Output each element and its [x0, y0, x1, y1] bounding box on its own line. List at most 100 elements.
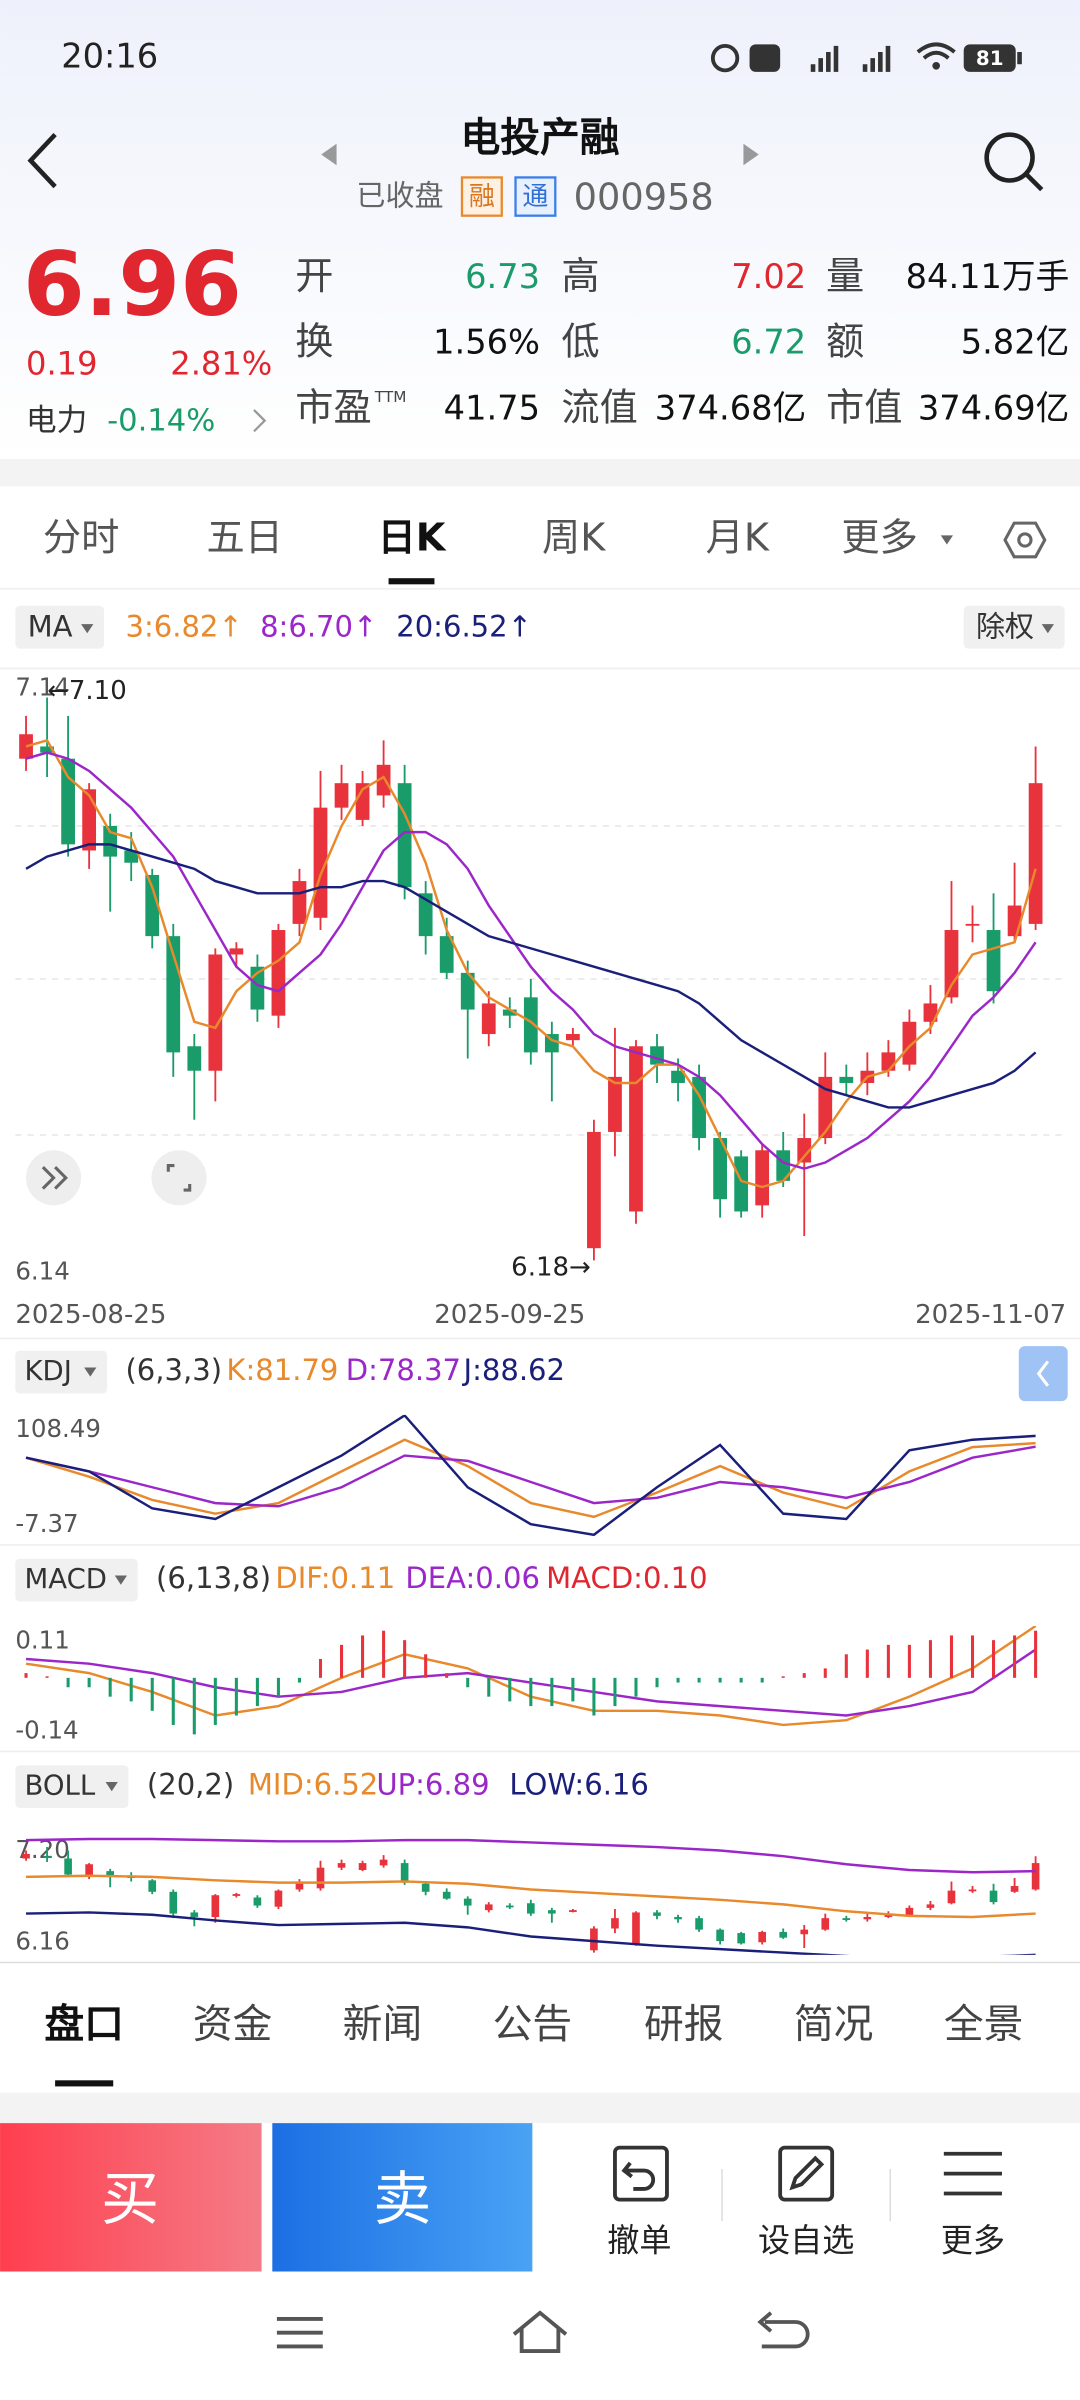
bottom-tab[interactable]: 研报	[644, 2001, 724, 2047]
candle-body	[758, 1931, 767, 1943]
candle-body	[40, 746, 54, 753]
legend-label: DEA:0.06	[405, 1561, 540, 1595]
indicator-box[interactable]	[15, 1350, 108, 1394]
settings-button[interactable]	[1003, 521, 1047, 559]
search-button[interactable]	[984, 132, 1044, 192]
indicator-box[interactable]	[15, 1765, 129, 1809]
candle-body	[337, 1863, 346, 1868]
candle-body	[274, 1890, 283, 1907]
sell-button[interactable]	[272, 2123, 533, 2272]
badge-box	[460, 176, 503, 217]
nav-home[interactable]	[512, 2310, 568, 2353]
dropdown-arrow	[105, 1782, 118, 1792]
sector-name[interactable]: 电力	[26, 404, 87, 439]
candle-body	[923, 1003, 938, 1022]
nav-menu[interactable]	[276, 2317, 323, 2349]
tool-label[interactable]: 设自选	[758, 2221, 854, 2259]
candle-body	[229, 948, 244, 955]
bottom-tab[interactable]: 全景	[944, 2001, 1024, 2047]
candle-body	[358, 1863, 367, 1870]
watchlist-icon[interactable]	[778, 2145, 835, 2202]
next-stock[interactable]	[743, 143, 759, 166]
candle-body	[169, 1891, 178, 1914]
bottom-tab[interactable]: 资金	[193, 2001, 273, 2047]
period-tab[interactable]: 更多	[841, 516, 917, 560]
indicator-box[interactable]	[15, 605, 105, 649]
period-tab[interactable]: 日K	[378, 516, 447, 560]
collapse-icon	[1036, 1360, 1050, 1387]
period-tab[interactable]: 月K	[706, 516, 770, 560]
bottom-tab[interactable]: 简况	[794, 2001, 874, 2047]
field-label: 市值	[826, 386, 902, 430]
candle-body	[947, 1890, 956, 1904]
bottom-tab[interactable]: 新闻	[343, 2001, 423, 2047]
expand-button[interactable]	[26, 1150, 82, 1206]
candle-body	[232, 1894, 241, 1896]
field-value: 5.82亿	[961, 323, 1070, 362]
y-tick-label: 108.49	[15, 1414, 101, 1443]
candle-body	[587, 1131, 601, 1249]
tool-label[interactable]: 撤单	[607, 2221, 671, 2259]
candle-body	[481, 1003, 496, 1035]
indicator-line	[25, 738, 1037, 1189]
candle-body	[145, 874, 160, 937]
candle-body	[1028, 783, 1043, 924]
period-tab[interactable]: 五日	[207, 516, 283, 560]
candle-body	[863, 1917, 872, 1920]
nav-back[interactable]	[757, 2311, 810, 2349]
status-icons	[710, 42, 1022, 73]
candle-body	[989, 1890, 998, 1903]
sector-chevron	[253, 409, 267, 433]
candle-body	[566, 1034, 580, 1041]
field-label: 量	[826, 255, 864, 299]
collapse-tab[interactable]	[1018, 1346, 1068, 1402]
candle-body	[734, 1156, 749, 1212]
field-label: 流值	[561, 386, 637, 430]
period-tab[interactable]: 周K	[542, 516, 606, 560]
y-tick-label: 7.14	[15, 672, 69, 701]
prev-stock[interactable]	[321, 143, 337, 166]
field-label: 换	[295, 321, 333, 365]
candle-body	[1010, 1886, 1019, 1892]
candle-body	[355, 783, 370, 820]
indicator-name: MACD	[25, 1563, 107, 1595]
bottom-tab[interactable]: 盘口	[44, 2001, 124, 2047]
candle-body	[85, 1864, 93, 1876]
candle-body	[526, 1903, 535, 1914]
tab-underline	[388, 578, 435, 585]
indicator-line	[26, 1911, 1036, 1955]
candle-body	[902, 1021, 917, 1065]
candle-body	[842, 1918, 851, 1920]
fullscreen-button[interactable]	[151, 1150, 207, 1206]
legend-label: D:78.37	[346, 1353, 461, 1387]
field-label: 额	[826, 321, 864, 365]
period-tab[interactable]: 分时	[43, 516, 119, 560]
candle-body	[22, 1853, 30, 1859]
legend-label: 8:6.70↑	[260, 610, 377, 644]
back-button[interactable]	[27, 133, 57, 189]
field-label: 高	[561, 255, 599, 299]
buy-button[interactable]	[0, 2123, 262, 2272]
candle-body	[460, 972, 475, 1010]
candle-body	[569, 1910, 577, 1912]
candle-body	[905, 1907, 914, 1916]
candle-body	[590, 1928, 598, 1951]
field-value: 6.72	[731, 323, 806, 362]
candle-body	[695, 1918, 703, 1930]
tool-label[interactable]: 更多	[941, 2221, 1005, 2259]
indicator-box[interactable]	[15, 1558, 138, 1602]
candle-body	[926, 1904, 935, 1908]
y-tick-label: 6.16	[15, 1927, 69, 1956]
cancel-icon[interactable]	[613, 2145, 669, 2202]
price-annotation: 6.18→	[511, 1253, 591, 1283]
more-icon[interactable]	[943, 2151, 1002, 2196]
bottom-tab[interactable]: 公告	[493, 2001, 573, 2047]
candle-body	[523, 997, 538, 1053]
y-tick-label: 0.11	[15, 1625, 69, 1654]
candle-body	[64, 1858, 72, 1875]
field-label-sup: TTM	[374, 388, 407, 406]
last-price: 6.96	[23, 233, 242, 336]
candle-body	[839, 1076, 854, 1083]
adjust-box[interactable]	[963, 605, 1065, 649]
